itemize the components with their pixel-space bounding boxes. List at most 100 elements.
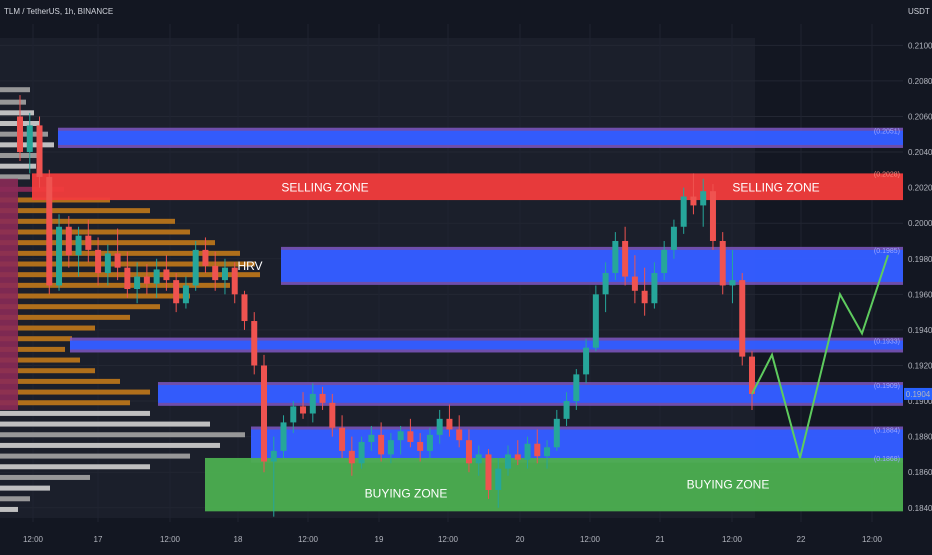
volume-profile-bar xyxy=(0,131,48,137)
y-tick-label: 0.1960 xyxy=(908,290,932,299)
volume-profile-bar xyxy=(0,378,120,384)
zone-labels: (0.2051) SELLING ZONE SELLING ZONE (0.2028)… xyxy=(237,129,900,501)
candle-body xyxy=(36,125,43,177)
zone-level-label: (0.1985) xyxy=(874,248,900,255)
candle-body xyxy=(719,240,726,286)
candle-body xyxy=(641,290,648,304)
candle-body xyxy=(417,441,424,451)
candle-body xyxy=(505,454,511,469)
y-tick-label: 0.1860 xyxy=(908,468,932,477)
x-tick-label: 21 xyxy=(656,535,665,544)
volume-profile-bar xyxy=(0,357,80,363)
candle-body xyxy=(261,365,267,462)
zone-level-label: (0.2028) xyxy=(874,171,900,178)
x-tick-label: 20 xyxy=(516,535,525,544)
x-tick-label: 12:00 xyxy=(862,535,883,544)
zone-level-label: (0.1868) xyxy=(874,456,900,463)
candle-body xyxy=(17,116,23,153)
volume-profile-bar xyxy=(0,99,26,105)
zone-selling-zone-right xyxy=(702,173,903,201)
candle-body xyxy=(534,443,541,457)
volume-profile-bar xyxy=(0,496,30,502)
candle-body xyxy=(456,429,463,441)
zone-label: SELLING ZONE xyxy=(281,181,368,195)
y-tick-label: 0.1840 xyxy=(908,504,932,513)
volume-profile-bar xyxy=(0,506,18,512)
candle-body xyxy=(690,196,697,206)
x-tick-label: 12:00 xyxy=(580,535,601,544)
x-tick-label: 12:00 xyxy=(23,535,44,544)
candle-body xyxy=(251,321,258,366)
candle-body xyxy=(241,294,248,322)
candle-body xyxy=(270,450,277,462)
volume-profile-bar xyxy=(0,229,190,235)
candle-body xyxy=(104,253,111,273)
projection-line xyxy=(751,254,889,459)
candle-body xyxy=(309,393,316,414)
candle-body xyxy=(163,269,170,281)
volume-profile-bar xyxy=(0,421,210,427)
current-price-label: 0.1904 xyxy=(906,390,931,399)
volume-profile-bar xyxy=(0,485,50,491)
candle-body xyxy=(612,240,619,273)
volume-profile-bar xyxy=(0,389,150,395)
y-tick-label: 0.1920 xyxy=(908,361,932,370)
candle-body xyxy=(631,276,638,291)
candle-body xyxy=(573,374,580,402)
candle-body xyxy=(553,418,560,448)
candle-body xyxy=(729,280,736,286)
candle-body xyxy=(592,294,599,348)
zone-level-label: (0.1884) xyxy=(874,428,900,435)
candle-body xyxy=(182,285,189,304)
volume-profile-value-area xyxy=(0,178,18,410)
candle-body xyxy=(280,422,287,451)
candle-body xyxy=(85,235,92,250)
annotation-hrv: HRV xyxy=(237,259,262,273)
zone-level-label: (0.2051) xyxy=(874,129,900,136)
candle-body xyxy=(231,267,238,295)
candle-body xyxy=(602,273,609,295)
volume-profile-bar xyxy=(0,293,190,299)
zone-hrv-blue xyxy=(281,249,903,282)
candle-body xyxy=(56,226,63,286)
candle-body xyxy=(495,468,502,490)
zone-selling-zone-left xyxy=(32,173,702,201)
candle-body xyxy=(95,249,102,273)
zone-top-blue xyxy=(58,130,903,145)
volume-profile-bar xyxy=(0,282,230,288)
candle-body xyxy=(319,393,326,403)
candle-body xyxy=(290,406,297,423)
candle-body xyxy=(583,347,590,375)
candle-body xyxy=(212,265,219,281)
x-tick-label: 18 xyxy=(234,535,243,544)
candle-body xyxy=(143,276,150,284)
volume-profile-bar xyxy=(0,368,95,374)
candle-body xyxy=(514,454,521,460)
candle-body xyxy=(651,273,658,304)
volume-profile-bar xyxy=(0,250,240,256)
candle-body xyxy=(192,249,199,286)
volume-profile-bar xyxy=(0,87,30,93)
volume-profile-bar xyxy=(0,432,245,438)
x-tick-label: 22 xyxy=(797,535,806,544)
zone-buying-zone xyxy=(205,457,903,512)
volume-profile-bar xyxy=(0,163,36,169)
zone-level-label: (0.1909) xyxy=(874,383,900,390)
candle-body xyxy=(485,454,492,490)
candles xyxy=(17,95,755,517)
candle-body xyxy=(563,401,570,419)
volume-profile-bar xyxy=(0,453,190,459)
candle-body xyxy=(173,280,180,304)
chart-title: TLM / TetherUS, 1h, BINANCE xyxy=(4,7,113,16)
candle-body xyxy=(124,267,131,290)
candle-body xyxy=(544,447,551,457)
x-tick-label: 17 xyxy=(94,535,103,544)
candle-body xyxy=(709,191,716,241)
candle-body xyxy=(358,441,365,464)
candle-body xyxy=(622,240,629,277)
currency-label: USDT xyxy=(908,7,930,16)
candle-body xyxy=(46,176,53,286)
volume-profile-bar xyxy=(0,218,175,224)
candle-body xyxy=(680,196,687,227)
